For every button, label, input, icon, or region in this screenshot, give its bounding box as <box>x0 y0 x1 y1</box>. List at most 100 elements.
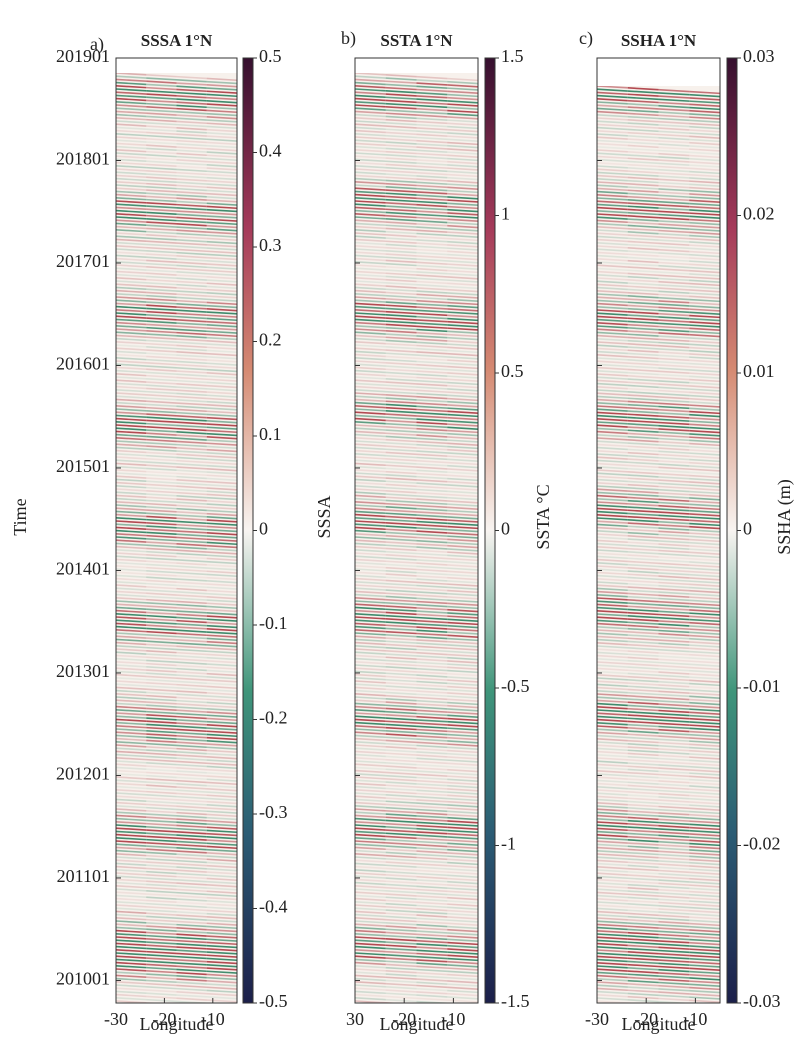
field-stripe <box>689 132 720 136</box>
field-stripe <box>176 229 207 233</box>
field-stripe <box>658 181 690 186</box>
field-stripe <box>355 872 386 876</box>
field-stripe <box>416 795 448 800</box>
field-stripe <box>658 591 690 595</box>
field-stripe <box>385 986 417 990</box>
field-stripe <box>416 635 448 640</box>
field-stripe <box>689 858 720 863</box>
field-stripe <box>416 351 448 355</box>
field-stripe <box>146 570 177 574</box>
field-stripe <box>355 584 386 588</box>
field-stripe <box>597 632 628 636</box>
field-stripe <box>206 311 237 315</box>
field-stripe <box>176 639 207 643</box>
field-stripe <box>206 599 237 603</box>
field-stripe <box>385 102 417 107</box>
field-stripe <box>146 582 177 587</box>
field-stripe <box>627 288 659 293</box>
field-stripe <box>116 987 147 991</box>
field-stripe <box>385 275 417 280</box>
field-stripe <box>116 971 147 975</box>
field-stripe <box>385 522 417 526</box>
field-stripe <box>447 349 478 354</box>
field-stripe <box>385 211 417 216</box>
field-stripe <box>116 433 147 438</box>
field-stripe <box>689 775 720 779</box>
field-stripe <box>627 435 659 440</box>
field-stripe <box>206 816 237 821</box>
field-stripe <box>355 574 386 579</box>
field-stripe <box>689 833 720 837</box>
field-stripe <box>447 602 478 606</box>
field-stripe <box>385 346 417 350</box>
field-stripe <box>597 258 628 262</box>
field-stripe <box>416 959 448 963</box>
field-stripe <box>206 845 237 850</box>
field-stripe <box>116 718 147 723</box>
field-stripe <box>116 977 147 982</box>
field-stripe <box>627 519 659 523</box>
field-stripe <box>206 685 237 690</box>
field-stripe <box>416 693 448 697</box>
field-stripe <box>597 869 628 873</box>
field-stripe <box>689 372 720 376</box>
field-stripe <box>416 632 448 637</box>
field-stripe <box>627 506 659 510</box>
field-stripe <box>597 709 628 713</box>
field-stripe <box>689 148 720 152</box>
field-stripe <box>355 801 386 806</box>
field-stripe <box>355 763 386 767</box>
field-stripe <box>627 311 659 315</box>
field-stripe <box>355 107 386 111</box>
field-stripe <box>597 363 628 368</box>
field-stripe <box>689 663 720 667</box>
field-stripe <box>385 461 417 465</box>
field-stripe <box>146 275 177 280</box>
field-stripe <box>658 431 690 435</box>
field-stripe <box>146 483 177 488</box>
field-stripe <box>206 903 237 907</box>
field-stripe <box>176 911 207 915</box>
field-stripe <box>116 897 147 902</box>
field-stripe <box>627 787 659 792</box>
field-stripe <box>447 557 478 562</box>
field-stripe <box>627 106 659 110</box>
field-stripe <box>385 950 417 955</box>
field-stripe <box>597 920 628 924</box>
field-stripe <box>597 130 628 134</box>
field-stripe <box>355 177 386 182</box>
field-stripe <box>176 863 207 867</box>
field-stripe <box>658 629 690 634</box>
field-stripe <box>627 653 659 657</box>
field-stripe <box>116 222 147 227</box>
field-stripe <box>206 397 237 402</box>
field-stripe <box>416 789 448 793</box>
field-stripe <box>627 967 659 971</box>
field-stripe <box>416 303 448 307</box>
field-stripe <box>416 744 448 749</box>
field-stripe <box>658 117 690 122</box>
field-stripe <box>385 189 417 193</box>
field-stripe <box>447 631 478 635</box>
field-stripe <box>597 664 628 668</box>
field-stripe <box>176 658 207 662</box>
field-stripe <box>146 506 177 510</box>
field-stripe <box>355 760 386 764</box>
field-stripe <box>447 87 478 91</box>
field-stripe <box>116 325 147 329</box>
field-stripe <box>146 493 177 497</box>
field-stripe <box>116 430 147 435</box>
field-stripe <box>385 419 417 424</box>
field-stripe <box>416 376 448 381</box>
field-stripe <box>146 637 177 641</box>
field-stripe <box>385 144 417 148</box>
field-stripe <box>597 469 628 473</box>
field-stripe <box>658 252 690 256</box>
field-stripe <box>385 547 417 552</box>
field-stripe <box>689 705 720 709</box>
field-stripe <box>355 264 386 268</box>
field-stripe <box>416 927 448 931</box>
field-stripe <box>658 732 690 736</box>
field-stripe <box>116 91 147 95</box>
field-stripe <box>447 653 478 658</box>
